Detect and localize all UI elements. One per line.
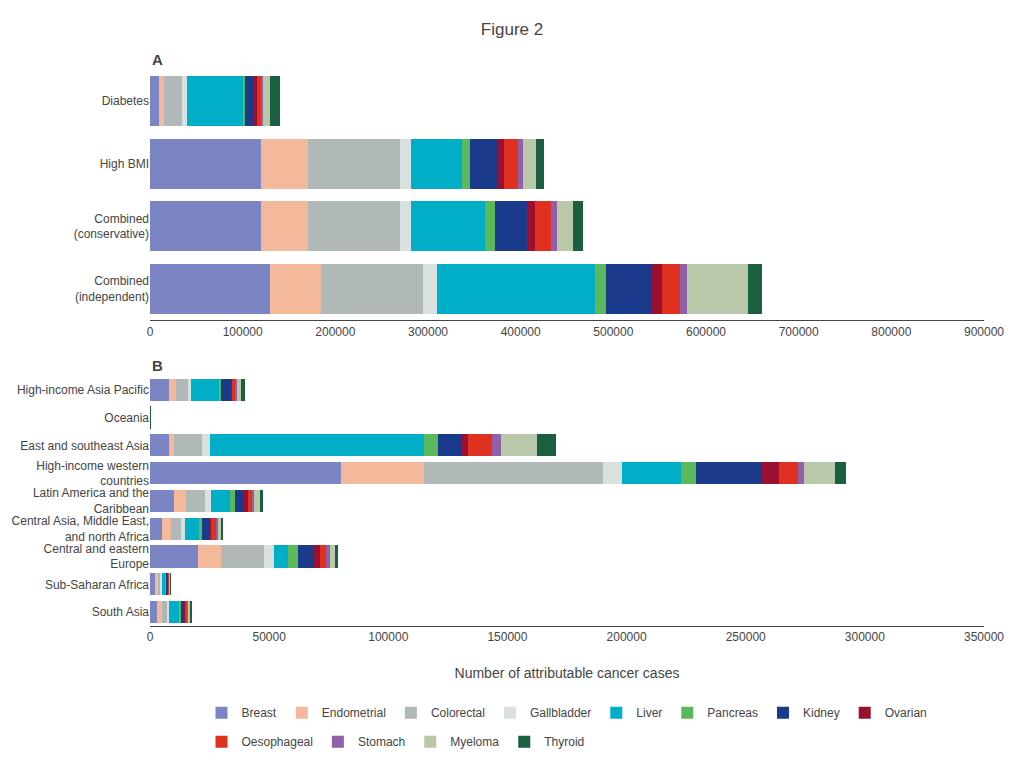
svg-text:Liver: Liver (636, 706, 662, 720)
svg-text:Figure 2: Figure 2 (481, 20, 543, 39)
svg-text:Gallbladder: Gallbladder (530, 706, 591, 720)
svg-text:100000: 100000 (223, 325, 263, 339)
svg-text:Ovarian: Ovarian (885, 706, 927, 720)
svg-text:Thyroid: Thyroid (544, 735, 584, 749)
svg-text:High-income westerncountries: High-income westerncountries (36, 459, 149, 489)
svg-text:Breast: Breast (242, 706, 277, 720)
svg-text:900000: 900000 (964, 325, 1004, 339)
svg-text:Pancreas: Pancreas (707, 706, 758, 720)
svg-text:Stomach: Stomach (358, 735, 405, 749)
svg-text:500000: 500000 (593, 325, 633, 339)
svg-text:200000: 200000 (315, 325, 355, 339)
svg-text:350000: 350000 (964, 630, 1004, 644)
svg-text:250000: 250000 (726, 630, 766, 644)
svg-text:300000: 300000 (845, 630, 885, 644)
svg-text:Sub-Saharan Africa: Sub-Saharan Africa (45, 578, 149, 592)
svg-text:0: 0 (147, 630, 154, 644)
svg-text:High-income Asia Pacific: High-income Asia Pacific (17, 383, 149, 397)
svg-text:200000: 200000 (607, 630, 647, 644)
svg-text:700000: 700000 (779, 325, 819, 339)
svg-text:100000: 100000 (368, 630, 408, 644)
svg-text:Combined(conservative): Combined(conservative) (74, 212, 149, 242)
svg-text:300000: 300000 (408, 325, 448, 339)
svg-text:600000: 600000 (686, 325, 726, 339)
svg-text:Oceania: Oceania (104, 411, 149, 425)
svg-text:Central and easternEurope: Central and easternEurope (44, 542, 150, 572)
svg-text:Latin America and theCaribbean: Latin America and theCaribbean (33, 486, 149, 516)
svg-text:Diabetes: Diabetes (102, 94, 149, 108)
svg-text:B: B (152, 357, 163, 374)
svg-text:Kidney: Kidney (803, 706, 840, 720)
svg-text:800000: 800000 (871, 325, 911, 339)
svg-text:Colorectal: Colorectal (431, 706, 485, 720)
svg-text:50000: 50000 (252, 630, 286, 644)
svg-text:Myeloma: Myeloma (450, 735, 499, 749)
svg-text:150000: 150000 (487, 630, 527, 644)
svg-text:High BMI: High BMI (100, 157, 149, 171)
svg-text:East and southeast Asia: East and southeast Asia (20, 439, 149, 453)
svg-text:Oesophageal: Oesophageal (242, 735, 313, 749)
svg-text:0: 0 (147, 325, 154, 339)
svg-text:A: A (152, 51, 163, 68)
svg-text:Central Asia, Middle East,and: Central Asia, Middle East,and north Afri… (12, 514, 150, 544)
svg-text:400000: 400000 (501, 325, 541, 339)
svg-text:Combined(independent): Combined(independent) (75, 274, 149, 304)
svg-text:Number of attributable cancer: Number of attributable cancer cases (455, 665, 680, 681)
svg-text:Endometrial: Endometrial (322, 706, 386, 720)
svg-text:South Asia: South Asia (92, 605, 150, 619)
